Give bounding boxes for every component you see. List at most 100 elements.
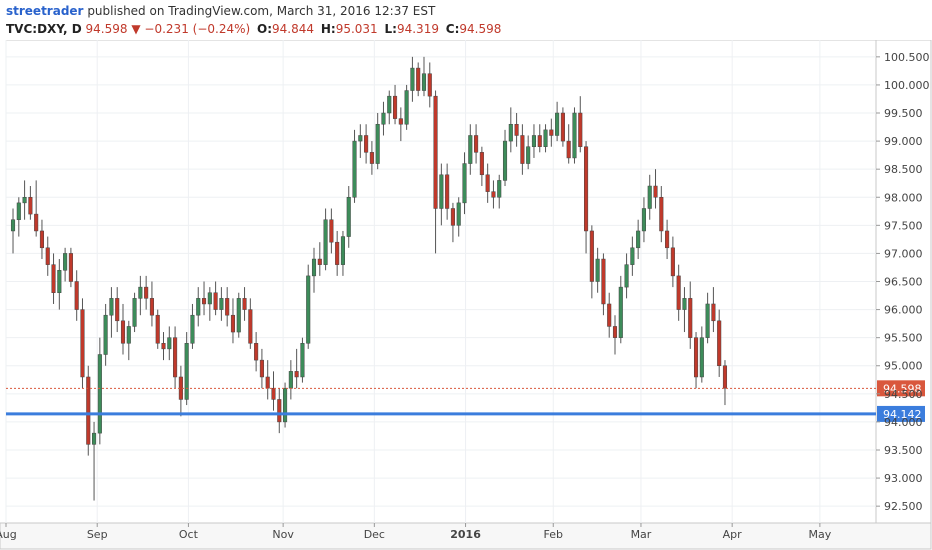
candle-body <box>28 197 33 215</box>
candle-body <box>259 359 264 378</box>
candle-body <box>51 264 56 293</box>
candle-body <box>155 314 160 344</box>
candle-body <box>311 258 317 277</box>
candle-body <box>699 337 704 378</box>
candle-body <box>97 354 102 434</box>
candle-body <box>636 230 641 249</box>
candle-body <box>149 298 154 316</box>
open-value: 94.844 <box>272 22 315 36</box>
y-tick-label: 93.000 <box>884 472 923 485</box>
candle-body <box>283 387 288 423</box>
x-tick-label: Apr <box>723 528 743 541</box>
candle-body <box>508 123 513 142</box>
candle-body <box>595 258 600 282</box>
candle-body <box>445 174 450 209</box>
x-tick-label: Mar <box>631 528 652 541</box>
x-tick-label: Dec <box>364 528 385 541</box>
candle-body <box>468 135 473 164</box>
candle-body <box>358 135 363 142</box>
candle-body <box>132 298 137 327</box>
candle-body <box>225 298 230 316</box>
candle-body <box>63 253 68 271</box>
candle-body <box>306 275 311 344</box>
candle-body <box>665 230 670 249</box>
candle-body <box>236 298 241 333</box>
candle-body <box>584 146 589 232</box>
low-label: L: <box>384 22 397 36</box>
candle-body <box>618 286 623 338</box>
candle-body <box>485 174 490 192</box>
open-label: O: <box>257 22 273 36</box>
candle-body <box>335 241 340 265</box>
overlay-lines: 94.598 94.142 <box>6 380 925 422</box>
candle-body <box>491 191 496 198</box>
x-tick-label: 2016 <box>450 528 481 541</box>
x-tick-label: Feb <box>544 528 563 541</box>
candle-body <box>317 258 322 265</box>
price-axis[interactable]: 92.500 93.000 93.500 94.000 94.500 95.000 95.5… <box>876 51 930 513</box>
candle-body <box>364 135 369 153</box>
candle-body <box>254 343 259 361</box>
candle-body <box>74 281 79 310</box>
candle-body <box>265 376 270 389</box>
y-tick-label: 98.000 <box>884 191 923 204</box>
x-tick-label: Aug <box>0 528 17 541</box>
author-link[interactable]: streetrader <box>6 4 84 18</box>
candle-body <box>653 185 658 198</box>
candle-body <box>173 337 178 378</box>
candle-body <box>219 298 224 310</box>
candle-body <box>115 298 120 322</box>
support-level-tag <box>877 405 925 422</box>
candle-body <box>717 320 722 366</box>
candle-body <box>497 180 502 198</box>
candle-body <box>531 135 537 147</box>
candle-body <box>392 95 398 119</box>
candle-body <box>138 286 143 299</box>
price-change: −0.231 (−0.24%) <box>144 22 251 36</box>
candle-body <box>196 298 201 316</box>
chart-header: streetrader published on TradingView.com… <box>0 0 932 40</box>
candle-body <box>560 112 565 142</box>
candle-body <box>404 90 409 125</box>
candle-body <box>705 303 710 338</box>
candle-body <box>450 208 455 226</box>
time-axis[interactable]: Aug Sep Oct Nov Dec 2016 Feb Mar Apr May <box>0 523 832 541</box>
high-value: 95.031 <box>335 22 378 36</box>
published-text: published on TradingView.com, March 31, … <box>87 4 436 18</box>
chart-grid <box>0 40 932 550</box>
low-value: 94.319 <box>396 22 439 36</box>
candle-body <box>688 298 693 338</box>
candle-body <box>271 387 276 400</box>
candle-body <box>68 253 73 282</box>
candle-body <box>346 197 351 237</box>
y-tick-label: 97.500 <box>884 219 923 232</box>
candle-body <box>329 219 334 243</box>
close-label: C: <box>445 22 460 36</box>
time-axis-frame <box>0 522 932 550</box>
candle-body <box>80 309 85 378</box>
y-tick-label: 96.500 <box>884 276 923 289</box>
candle-body <box>242 298 247 310</box>
candle-body <box>410 67 415 91</box>
y-tick-label: 95.500 <box>884 332 923 345</box>
candle-body <box>722 365 728 389</box>
y-tick-label: 94.000 <box>884 416 923 429</box>
candle-body <box>57 270 62 293</box>
y-tick-label: 100.500 <box>884 51 930 64</box>
candle-body <box>711 303 716 322</box>
candle-body <box>387 95 392 114</box>
y-tick-label: 97.000 <box>884 247 923 260</box>
candle-body <box>22 197 27 204</box>
y-tick-label: 99.500 <box>884 107 923 120</box>
symbol-info: TVC:DXY, D 94.598 ▼ −0.231 (−0.24%) O:94… <box>6 22 501 36</box>
candle-body <box>641 208 646 232</box>
y-tick-label: 98.500 <box>884 163 923 176</box>
down-arrow-icon: ▼ <box>131 22 141 36</box>
candle-body <box>433 95 438 209</box>
support-level-tag-label: 94.142 <box>883 408 922 421</box>
candle-body <box>682 298 687 310</box>
candle-body <box>624 264 629 288</box>
x-tick-label: Sep <box>87 528 108 541</box>
y-tick-label: 96.000 <box>884 304 923 317</box>
